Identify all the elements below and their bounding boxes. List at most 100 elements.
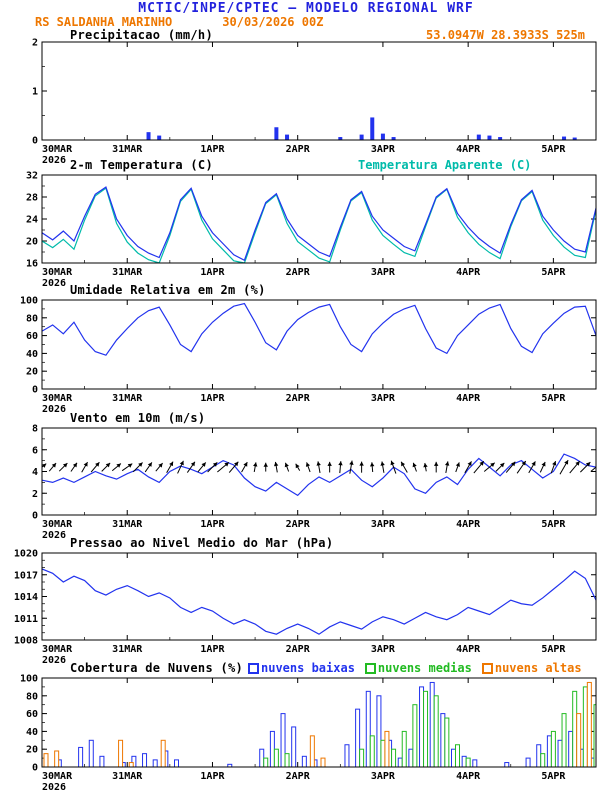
x-tick-label: 30MAR: [42, 519, 73, 530]
y-tick-label: 20: [26, 367, 38, 378]
bar-nuvens-baixas: [227, 763, 233, 767]
y-tick-label: 24: [26, 215, 38, 226]
x-tick-year-label: 2026: [42, 278, 66, 289]
wind-vector-icon: [483, 462, 496, 472]
panel-title-precipitacao: Precipitacao (mm/h): [70, 28, 213, 42]
y-tick-label: 8: [32, 424, 38, 435]
bar-nuvens-baixas: [365, 690, 371, 767]
bar-nuvens-medias: [540, 753, 546, 767]
wind-vector-icon: [569, 460, 581, 474]
bar-nuvens-baixas: [131, 755, 137, 767]
bar-nuvens-altas: [54, 750, 60, 767]
nuvens-baixas-label: nuvens baixas: [261, 661, 355, 675]
wind-vector-icon: [144, 462, 153, 473]
x-tick-label: 1APR: [200, 267, 225, 278]
wind-vector-icon: [273, 461, 279, 473]
y-tick-label: 1011: [14, 614, 38, 625]
x-tick-label: 5APR: [541, 644, 566, 655]
x-tick-label: 4APR: [456, 267, 481, 278]
nuvens-medias-marker-icon: [364, 662, 376, 674]
bar-nuvens-baixas: [152, 759, 158, 767]
page-title: MCTIC/INPE/CPTEC — MODELO REGIONAL WRF: [138, 1, 474, 16]
wind-vector-icon: [101, 462, 111, 472]
bar-precipitacao: [285, 134, 290, 140]
panel-title-vento: Vento em 10m (m/s): [70, 411, 206, 425]
x-tick-label: 1APR: [200, 771, 225, 782]
bar-nuvens-altas: [598, 678, 602, 767]
bar-nuvens-altas: [384, 730, 390, 767]
bar-precipitacao: [338, 137, 343, 140]
panel-title-umidade: Umidade Relativa em 2m (%): [70, 283, 266, 297]
x-tick-label: 2APR: [286, 644, 311, 655]
y-tick-label: 1017: [14, 570, 38, 581]
station-name: RS SALDANHA MARINHO: [35, 15, 173, 29]
bar-nuvens-altas: [576, 713, 582, 767]
y-tick-label: 100: [20, 296, 38, 307]
bar-nuvens-altas: [118, 739, 124, 767]
bar-nuvens-medias: [444, 717, 450, 767]
wind-vector-icon: [166, 461, 174, 473]
wind-vector-icon: [58, 462, 68, 472]
bar-nuvens-medias: [273, 748, 279, 767]
wind-vector-icon: [284, 462, 290, 472]
bar-precipitacao: [359, 134, 364, 140]
station-coordinates: 53.0947W 28.3933S 525m: [426, 28, 585, 42]
wind-vector-icon: [412, 462, 417, 472]
bar-nuvens-altas: [43, 753, 49, 767]
bar-nuvens-medias: [369, 735, 375, 767]
x-tick-label: 4APR: [456, 144, 481, 155]
x-tick-label: 31MAR: [112, 771, 143, 782]
y-tick-label: 2: [32, 38, 38, 49]
panel-title-pressao: Pressao ao Nivel Medio do Mar (hPa): [70, 536, 334, 550]
bar-nuvens-baixas: [461, 755, 467, 767]
x-tick-label: 30MAR: [42, 144, 73, 155]
wind-vector-icon: [327, 461, 332, 473]
bar-nuvens-baixas: [269, 730, 275, 767]
x-tick-year-label: 2026: [42, 155, 66, 166]
wind-vector-icon: [550, 460, 557, 474]
bar-nuvens-altas: [586, 681, 592, 767]
bar-precipitacao: [370, 117, 375, 140]
x-tick-label: 3APR: [371, 393, 396, 404]
wind-vector-icon: [380, 461, 385, 473]
wind-vector-icon: [197, 462, 207, 473]
wind-vector-icon: [48, 462, 57, 472]
x-tick-label: 3APR: [371, 519, 396, 530]
wind-vector-icon: [590, 462, 596, 472]
wind-vector-icon: [349, 460, 354, 474]
bar-nuvens-baixas: [376, 695, 382, 767]
x-tick-label: 3APR: [371, 267, 396, 278]
bar-nuvens-baixas: [419, 686, 425, 767]
series-temperatura-aparente: [42, 187, 596, 263]
x-tick-label: 5APR: [541, 267, 566, 278]
y-tick-label: 0: [32, 136, 38, 147]
series-umidade-relativa: [42, 302, 596, 356]
x-tick-label: 30MAR: [42, 644, 73, 655]
plot-frame: [41, 677, 597, 768]
wind-vector-icon: [90, 461, 100, 473]
bar-precipitacao: [498, 137, 503, 140]
x-tick-label: 3APR: [371, 144, 396, 155]
legend-item-nuvens-medias: nuvens medias: [364, 661, 472, 675]
x-tick-label: 1APR: [200, 644, 225, 655]
bar-nuvens-altas: [128, 762, 134, 767]
x-tick-label: 5APR: [541, 144, 566, 155]
x-tick-label: 5APR: [541, 519, 566, 530]
bar-nuvens-medias: [582, 686, 588, 767]
wind-vector-icon: [111, 463, 122, 472]
x-tick-label: 3APR: [371, 644, 396, 655]
bar-nuvens-baixas: [344, 744, 350, 767]
y-tick-label: 4: [32, 467, 38, 478]
bar-nuvens-baixas: [429, 681, 435, 767]
bar-precipitacao: [476, 134, 481, 140]
y-tick-label: 80: [26, 313, 38, 324]
bar-nuvens-baixas: [259, 748, 265, 767]
wind-vector-icon: [516, 460, 527, 474]
wind-vector-icon: [370, 462, 375, 473]
wind-vector-icon: [539, 461, 546, 473]
wind-vector-icon: [316, 461, 321, 473]
bar-nuvens-baixas: [280, 713, 286, 767]
y-tick-label: 40: [26, 727, 38, 738]
wind-vector-icon: [132, 462, 143, 473]
